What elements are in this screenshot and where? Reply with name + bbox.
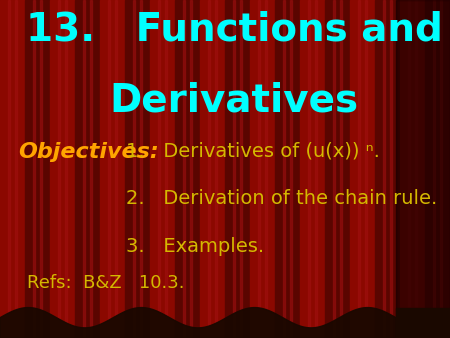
Bar xyxy=(240,0,242,338)
Bar xyxy=(340,0,342,338)
Bar xyxy=(415,0,417,338)
Bar xyxy=(33,0,35,338)
Bar xyxy=(375,0,400,338)
Bar xyxy=(208,0,210,338)
Bar xyxy=(290,0,292,338)
Bar xyxy=(283,0,285,338)
Bar xyxy=(325,0,350,338)
Bar xyxy=(365,0,367,338)
Polygon shape xyxy=(0,308,396,338)
Bar xyxy=(175,0,200,338)
Text: 1.   Derivatives of (u(x)) ⁿ.: 1. Derivatives of (u(x)) ⁿ. xyxy=(126,142,380,161)
Bar xyxy=(396,308,450,338)
Bar xyxy=(441,0,442,338)
Bar xyxy=(100,0,125,338)
Bar xyxy=(258,0,260,338)
Bar xyxy=(333,0,335,338)
Bar xyxy=(65,0,67,338)
Bar xyxy=(190,0,192,338)
Bar xyxy=(308,0,310,338)
Bar xyxy=(383,0,385,338)
Text: 13.   Functions and: 13. Functions and xyxy=(26,10,442,48)
Bar xyxy=(83,0,85,338)
Bar xyxy=(358,0,360,338)
Bar xyxy=(315,0,317,338)
Bar xyxy=(133,0,135,338)
Text: 3.   Examples.: 3. Examples. xyxy=(126,237,264,256)
Bar xyxy=(300,0,325,338)
Bar xyxy=(75,0,100,338)
Text: Objectives:: Objectives: xyxy=(18,142,159,162)
Bar xyxy=(216,0,217,338)
Bar xyxy=(225,0,250,338)
Bar xyxy=(125,0,150,338)
Bar xyxy=(15,0,17,338)
Text: 2.   Derivation of the chain rule.: 2. Derivation of the chain rule. xyxy=(126,189,437,208)
Bar xyxy=(425,0,450,338)
Bar xyxy=(0,0,25,338)
Bar xyxy=(25,0,50,338)
Bar xyxy=(115,0,117,338)
Bar xyxy=(400,0,425,338)
Bar xyxy=(200,0,225,338)
Bar xyxy=(90,0,92,338)
Bar xyxy=(8,0,9,338)
Bar xyxy=(108,0,110,338)
Bar xyxy=(40,0,42,338)
Bar xyxy=(250,0,275,338)
Bar xyxy=(275,0,300,338)
Text: Derivatives: Derivatives xyxy=(109,81,359,119)
Bar xyxy=(266,0,267,338)
Bar xyxy=(233,0,234,338)
Bar xyxy=(140,0,142,338)
Bar xyxy=(183,0,184,338)
Bar xyxy=(390,0,392,338)
Text: Refs:  B&Z   10.3.: Refs: B&Z 10.3. xyxy=(27,274,184,292)
Bar xyxy=(50,0,75,338)
Bar xyxy=(58,0,60,338)
Bar xyxy=(165,0,167,338)
Bar xyxy=(408,0,410,338)
Bar xyxy=(158,0,160,338)
Bar xyxy=(433,0,435,338)
Bar xyxy=(396,0,450,338)
Bar xyxy=(150,0,175,338)
Bar xyxy=(350,0,375,338)
